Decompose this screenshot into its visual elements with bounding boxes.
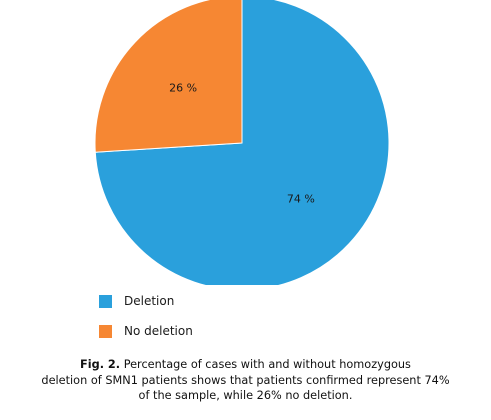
- pie-chart: 74 % 26 %: [94, 0, 390, 285]
- chart-legend: Deletion No deletion: [99, 293, 193, 353]
- legend-label-no-deletion: No deletion: [124, 324, 193, 338]
- pie-slice-no-deletion: [94, 0, 243, 153]
- caption-figure-label: Fig. 2.: [80, 358, 121, 371]
- figure-caption: Fig. 2. Percentage of cases with and wit…: [0, 357, 491, 404]
- legend-swatch-no-deletion: [99, 324, 112, 338]
- legend-item-no-deletion: No deletion: [99, 323, 193, 339]
- legend-label-deletion: Deletion: [124, 294, 175, 308]
- legend-item-deletion: Deletion: [99, 293, 193, 309]
- legend-swatch-deletion: [99, 294, 112, 308]
- caption-line-3: of the sample, while 26% no deletion.: [138, 389, 353, 402]
- slice-label-deletion: 74 %: [287, 192, 315, 205]
- slice-label-no-deletion: 26 %: [169, 82, 197, 95]
- caption-line-2: deletion of SMN1 patients shows that pat…: [41, 373, 450, 387]
- caption-line-1: Fig. 2. Percentage of cases with and wit…: [0, 357, 491, 373]
- caption-text-1: Percentage of cases with and without hom…: [123, 358, 411, 371]
